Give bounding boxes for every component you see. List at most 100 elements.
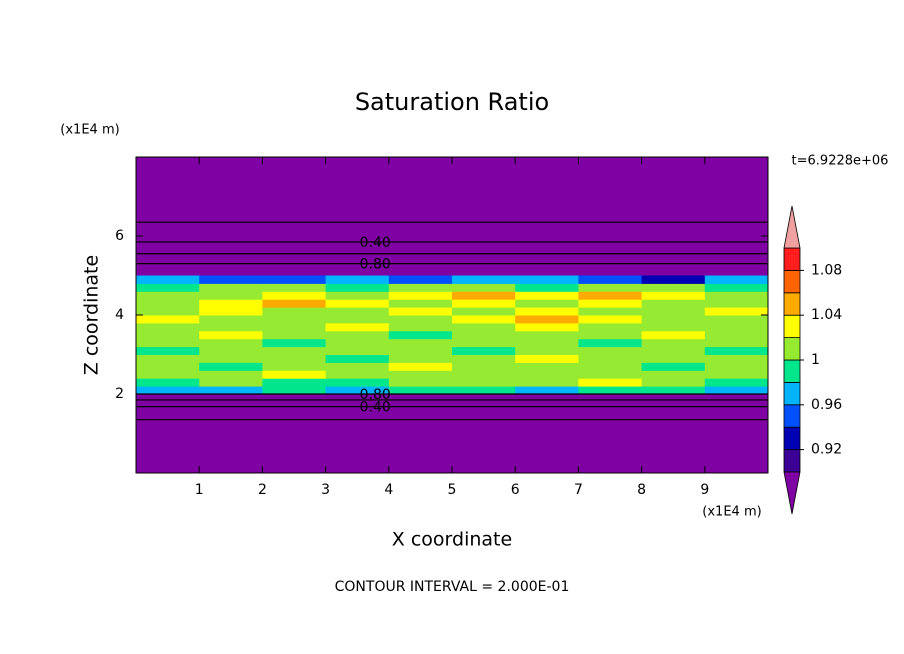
field-cell (325, 283, 390, 292)
field-cell (325, 370, 390, 379)
field-cell (262, 283, 327, 292)
field-cell (325, 330, 390, 340)
field-cell (704, 330, 769, 340)
field-cell (704, 307, 769, 316)
y-tick-label: 6 (115, 228, 124, 244)
field-cell (136, 291, 200, 300)
field-cell (578, 307, 643, 316)
field-cell (452, 291, 516, 300)
field-cell (452, 330, 516, 340)
colorbar-band (783, 449, 801, 473)
field-cell (641, 330, 706, 340)
field-cell (704, 275, 769, 284)
field-cell (515, 330, 579, 340)
field-cell (452, 315, 516, 324)
field-cell (262, 307, 327, 316)
field-cell (704, 322, 769, 332)
field-cell (199, 354, 263, 363)
field-cell (704, 291, 769, 300)
field-cell (641, 322, 706, 332)
field-cell (578, 346, 643, 355)
field-cell (452, 338, 516, 348)
colorbar-band (783, 404, 801, 428)
field-cell (578, 370, 643, 379)
field-cell (325, 307, 390, 316)
field-cell (262, 370, 327, 379)
colorbar-tick-label: 1.08 (811, 262, 842, 278)
field-cell (262, 386, 327, 395)
field-cell (515, 275, 579, 284)
field-cell (388, 283, 453, 292)
field-cell (641, 378, 706, 387)
field-cell (578, 354, 643, 363)
field-cell (388, 346, 453, 355)
colorbar-band (783, 359, 801, 383)
field-cell (136, 386, 200, 395)
field-cell (388, 354, 453, 363)
y-tick-label: 4 (115, 307, 124, 323)
time-label: t=6.9228e+06 (792, 154, 889, 169)
field-cell (262, 315, 327, 324)
field-cell (515, 307, 579, 316)
y-tick-label: 2 (115, 386, 124, 402)
field-cell (325, 362, 390, 371)
field-cell (641, 307, 706, 316)
x-tick-label: 9 (700, 482, 709, 498)
field-cell (199, 370, 263, 379)
field-cell (578, 299, 643, 308)
x-tick-label: 7 (574, 482, 583, 498)
field-cell (199, 291, 263, 300)
field-cell (641, 354, 706, 363)
field-cell (704, 378, 769, 387)
field-cell (325, 378, 390, 387)
contour-label: 0.40 (360, 400, 391, 416)
field-cell (515, 362, 579, 371)
field-cell (641, 362, 706, 371)
field-cell (199, 346, 263, 355)
x-tick-label: 8 (637, 482, 646, 498)
field-cell (388, 378, 453, 387)
colorbar-band (783, 381, 801, 406)
field-cell (704, 338, 769, 348)
colorbar-tick-label: 1.04 (811, 307, 842, 323)
field-cell (578, 291, 643, 300)
field-cell (325, 299, 390, 308)
chart-title: Saturation Ratio (355, 88, 549, 116)
field-cell (199, 307, 263, 316)
field-cell (136, 362, 200, 371)
footer: CONTOUR INTERVAL = 2.000E-01 (335, 579, 570, 595)
field-cell (578, 362, 643, 371)
field-cell (388, 370, 453, 379)
field-cell (452, 307, 516, 316)
field-cell (515, 283, 579, 292)
field-cell (136, 370, 200, 379)
field-cell (578, 275, 643, 284)
field-cell (199, 386, 263, 395)
field-cell (452, 370, 516, 379)
field-cell (388, 330, 453, 340)
x-tick-label: 2 (258, 482, 267, 498)
field-cell (262, 346, 327, 355)
field-cell (325, 291, 390, 300)
field-cell (515, 315, 579, 324)
field-cell (136, 283, 200, 292)
field-cell (262, 330, 327, 340)
field-cell (325, 322, 390, 332)
field-cell (262, 299, 327, 308)
x-tick-label: 3 (321, 482, 330, 498)
field-cell (515, 322, 579, 332)
colorbar-band (783, 269, 801, 294)
field-cell (452, 378, 516, 387)
field-cell (136, 338, 200, 348)
colorbar-over (783, 205, 801, 249)
field-cell (325, 354, 390, 363)
field-cell (388, 338, 453, 348)
x-tick-label: 1 (195, 482, 204, 498)
field-cell (704, 315, 769, 324)
field-cell (452, 299, 516, 308)
field-cell (388, 275, 453, 284)
field-cell (136, 354, 200, 363)
field-cell (136, 330, 200, 340)
field-cell (578, 283, 643, 292)
field-cell (199, 330, 263, 340)
